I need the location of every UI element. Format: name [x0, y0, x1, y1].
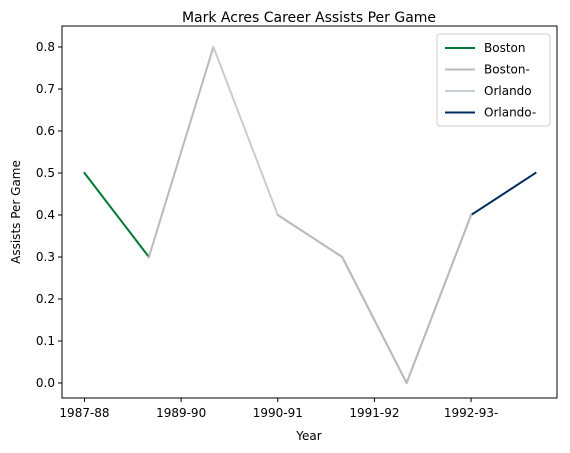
chart-title: Mark Acres Career Assists Per Game [182, 10, 436, 26]
series-line-boston-dash [147, 45, 215, 259]
y-axis-label: Assists Per Game [9, 160, 23, 264]
y-tick-label: 0.5 [36, 166, 55, 180]
x-axis-ticks: 1987-88 1989-90 1990-91 1991-92 1992-93- [59, 398, 498, 420]
series-line-overlay-0 [276, 213, 473, 384]
y-tick-label: 0.3 [36, 250, 55, 264]
x-tick-label: 1991-92 [349, 406, 399, 420]
x-tick-label: 1989-90 [156, 406, 206, 420]
legend-label: Boston- [484, 63, 530, 77]
y-tick-label: 0.1 [36, 334, 55, 348]
x-tick-label: 1992-93- [444, 406, 498, 420]
series-line-orlando-dash [469, 171, 537, 217]
plot-area-frame [61, 25, 558, 399]
x-axis-label: Year [295, 429, 321, 443]
x-tick-label: 1987-88 [59, 406, 109, 420]
series-line-boston [83, 171, 151, 259]
y-tick-label: 0.6 [36, 124, 55, 138]
y-tick-label: 0.4 [36, 208, 55, 222]
y-tick-label: 0.7 [36, 82, 55, 96]
legend-label: Orlando- [484, 106, 536, 120]
legend-box [436, 33, 551, 127]
plot-lines [83, 45, 537, 384]
y-tick-label: 0.2 [36, 292, 55, 306]
y-tick-label: 0.8 [36, 40, 55, 54]
x-tick-label: 1990-91 [253, 406, 303, 420]
y-axis-ticks: 0.0 0.1 0.2 0.3 0.4 0.5 0.6 0.7 0.8 [36, 40, 62, 390]
legend-label: Boston [484, 41, 525, 55]
legend: Boston Boston- Orlando Orlando- [436, 33, 551, 127]
y-tick-label: 0.0 [36, 376, 55, 390]
legend-label: Orlando [484, 84, 532, 98]
